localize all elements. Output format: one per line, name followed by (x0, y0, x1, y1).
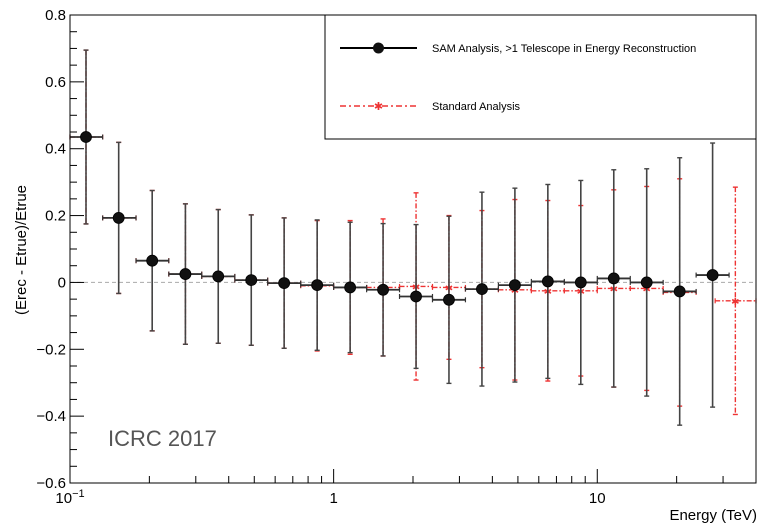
legend-sam-marker (373, 42, 384, 54)
sam-marker (410, 290, 422, 303)
sam-marker (179, 268, 192, 280)
sam-marker (574, 276, 587, 289)
y-tick-label: −0.6 (36, 475, 66, 492)
sam-analysis-series (69, 49, 730, 426)
y-tick-label: 0 (58, 274, 66, 291)
sam-marker (443, 293, 455, 306)
sam-marker (377, 283, 389, 296)
y-tick-label: 0.2 (45, 208, 66, 225)
sam-marker (311, 279, 324, 292)
sam-marker (344, 281, 357, 294)
legend: SAM Analysis, >1 Telescope in Energy Rec… (324, 14, 757, 140)
x-axis-title: Energy (TeV) (669, 507, 757, 524)
sam-marker (146, 254, 159, 267)
y-tick-label: −0.4 (36, 408, 66, 425)
legend-sam-label: SAM Analysis, >1 Telescope in Energy Rec… (432, 43, 696, 55)
legend-std-label: Standard Analysis (432, 101, 521, 113)
sam-marker (706, 269, 719, 281)
sam-marker (80, 131, 92, 143)
legend-std-marker: ✱ (374, 100, 383, 113)
y-tick-label: −0.2 (36, 341, 66, 358)
y-axis-title: (Erec - Etrue)/Etrue (13, 185, 30, 315)
sam-marker (212, 270, 225, 283)
sam-marker (607, 272, 620, 285)
y-tick-label: 0.8 (45, 7, 66, 24)
std-marker: ✱ (731, 297, 739, 308)
sam-marker (112, 212, 125, 224)
axes: −0.6−0.4−0.200.20.40.60.810−1 1 10 (36, 7, 757, 507)
sam-marker (476, 283, 488, 296)
y-tick-label: 0.6 (45, 74, 66, 91)
sam-marker (640, 276, 653, 289)
sam-marker (508, 279, 521, 292)
legend-box (324, 14, 757, 140)
x-tick-label: 10 (589, 490, 606, 507)
sam-marker (278, 277, 291, 289)
watermark-annotation: ICRC 2017 (108, 426, 217, 451)
x-tick-label: 1 (329, 490, 337, 507)
sam-marker (673, 285, 686, 298)
x-tick-label-exponent: −1 (72, 488, 85, 500)
sam-marker (245, 274, 258, 286)
sam-marker (541, 275, 554, 288)
y-tick-label: 0.4 (45, 141, 66, 158)
